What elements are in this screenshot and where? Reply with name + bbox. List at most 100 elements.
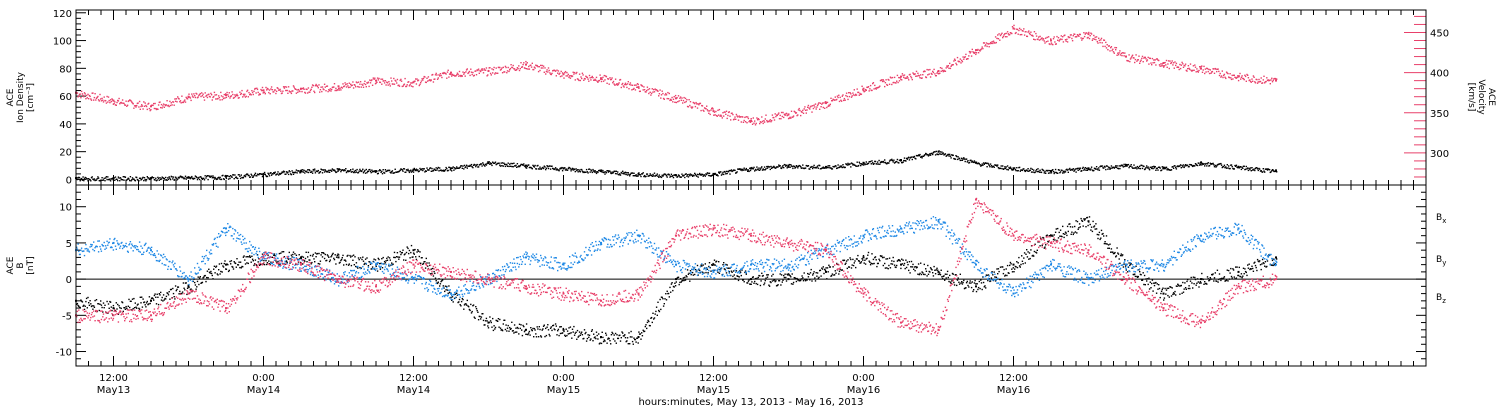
bz-series-point xyxy=(262,256,265,259)
velocity-series-point xyxy=(337,85,340,88)
data-layer xyxy=(75,24,1278,345)
by-series-point xyxy=(1050,263,1052,266)
x-axis-title: hours:minutes, May 13, 2013 - May 16, 20… xyxy=(638,397,863,408)
density-series-point xyxy=(975,161,977,164)
bz-series-point xyxy=(225,307,227,310)
bx-series-point xyxy=(1200,278,1202,281)
density-tick-label: 100 xyxy=(53,37,72,48)
bx-series-point xyxy=(675,278,677,281)
velocity-series-point xyxy=(1050,39,1052,42)
by-series-point xyxy=(1275,263,1277,266)
density-series-point xyxy=(1050,170,1052,173)
bz-series xyxy=(75,197,1278,337)
bx-series-point xyxy=(1050,234,1052,237)
bx-series-point xyxy=(1162,292,1165,295)
x-tick-day: May15 xyxy=(547,385,580,396)
field-axis-label-line: B xyxy=(16,262,26,268)
by-series-point xyxy=(675,263,677,266)
density-series-point xyxy=(1200,161,1202,164)
velocity-axis-label-line: [km/s] xyxy=(1466,83,1476,112)
bx-series-point xyxy=(1275,256,1277,259)
density-tick-label: 40 xyxy=(59,120,72,131)
velocity-series-point xyxy=(1125,55,1127,58)
density-axis-label-line: [cm⁻³] xyxy=(26,83,36,112)
velocity-series-point xyxy=(1275,79,1277,82)
field-tick-label: 0 xyxy=(66,275,72,286)
bz-series-point xyxy=(1200,321,1202,324)
velocity-series-point xyxy=(862,87,865,90)
by-series-point xyxy=(1125,263,1127,266)
by-series-point xyxy=(562,263,565,266)
density-series-point xyxy=(112,177,115,180)
bz-series-point xyxy=(562,292,565,295)
velocity-tick-label: 450 xyxy=(1430,28,1449,39)
velocity-series-point xyxy=(750,119,752,122)
bz-series-point xyxy=(487,278,490,281)
density-series-point xyxy=(1012,167,1015,170)
density-series-point xyxy=(562,167,565,170)
by-series-point xyxy=(787,263,790,266)
velocity-series-point xyxy=(937,70,940,72)
bz-series-point xyxy=(787,241,790,244)
bz-series-point xyxy=(1275,278,1277,281)
bz-series-point xyxy=(975,198,977,201)
x-tick-time: 12:00 xyxy=(999,373,1028,384)
velocity-series-point xyxy=(375,79,377,82)
bx-series-point xyxy=(937,270,940,273)
by-series-point xyxy=(187,278,190,281)
bz-series-point xyxy=(412,263,415,266)
bz-series-point xyxy=(637,292,640,295)
bx-series-point xyxy=(562,328,565,331)
x-tick-time: 12:00 xyxy=(699,373,728,384)
density-series-point xyxy=(1237,165,1240,168)
by-series-point xyxy=(112,241,115,244)
velocity-series-point xyxy=(975,49,977,52)
density-series-point xyxy=(412,168,415,171)
by-series-point xyxy=(1162,263,1165,266)
bx-series-point xyxy=(787,278,790,281)
density-series-point xyxy=(937,150,940,153)
bx-series-point xyxy=(337,256,340,259)
legend-bx: Bx xyxy=(1436,213,1446,225)
density-series-point xyxy=(1275,170,1277,173)
velocity-axis-label-line: ACE xyxy=(1486,88,1496,106)
field-axis-label: ACE B [nT] xyxy=(6,256,36,274)
density-tick-label: 120 xyxy=(53,9,72,20)
by-series-point xyxy=(150,249,152,252)
velocity-series-point xyxy=(450,71,452,74)
velocity-tick-label: 300 xyxy=(1430,149,1449,160)
field-axis-label-line: [nT] xyxy=(26,256,36,274)
x-tick-day: May16 xyxy=(847,385,880,396)
bx-series-point xyxy=(637,336,640,338)
bz-series-point xyxy=(600,299,602,302)
density-series-point xyxy=(600,170,602,173)
bx-series-point xyxy=(187,285,190,288)
velocity-series-point xyxy=(225,94,227,97)
velocity-series-point xyxy=(262,89,265,92)
density-series-point xyxy=(1125,164,1127,167)
velocity-series-point xyxy=(187,95,190,98)
density-axis-label-line: Ion Density xyxy=(16,71,26,123)
x-tick-day: May16 xyxy=(997,385,1030,396)
density-series-point xyxy=(787,164,790,167)
by-series-point xyxy=(712,270,715,273)
by-series-point xyxy=(225,227,227,230)
by-series-point xyxy=(750,263,752,266)
bz-series-point xyxy=(112,314,115,317)
bz-series-point xyxy=(1050,241,1052,244)
by-series-point xyxy=(937,220,940,223)
bx-series-point xyxy=(112,307,115,310)
by-series-point xyxy=(1200,234,1202,237)
x-tick-time: 0:00 xyxy=(552,373,574,384)
bx-series-point xyxy=(1087,220,1090,223)
bz-series-point xyxy=(525,285,527,288)
bx-series-point xyxy=(1237,270,1240,273)
by-series-point xyxy=(1237,227,1240,230)
density-series-point xyxy=(337,168,340,171)
velocity-series-point xyxy=(1012,27,1015,30)
bz-series-point xyxy=(337,278,340,281)
density-series-point xyxy=(487,161,490,164)
field-tick-label: 5 xyxy=(66,239,72,250)
bx-series-point xyxy=(600,336,602,338)
bz-series-point xyxy=(750,234,752,237)
